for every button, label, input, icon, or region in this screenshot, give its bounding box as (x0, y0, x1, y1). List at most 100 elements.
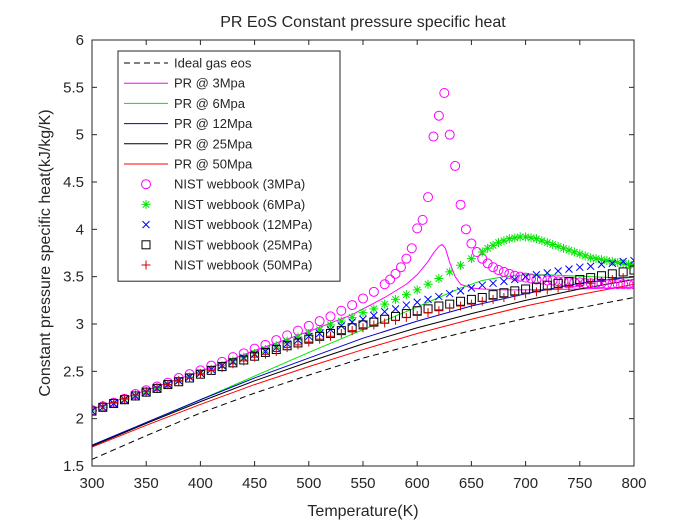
point-nist-webbook-12mpa-28 (391, 304, 400, 313)
x-tick-label-550: 550 (350, 475, 375, 492)
point-nist-webbook-6mpa-41 (504, 234, 514, 244)
point-nist-webbook-6mpa-19 (293, 332, 303, 342)
point-nist-webbook-12mpa-36 (478, 281, 487, 290)
point-nist-webbook-12mpa-29 (402, 301, 411, 309)
legend-label-pr-50mpa: PR @ 50Mpa (174, 157, 253, 172)
y-axis-label: Constant pressure specific heat(kJ/kg/K) (37, 109, 54, 396)
point-nist-webbook-12mpa-48 (608, 259, 617, 268)
legend-label-nist-webbook-6mpa: NIST webbook (6MPa) (174, 197, 305, 212)
point-nist-webbook-50mpa-3 (120, 394, 130, 404)
point-nist-webbook-6mpa-21 (315, 325, 325, 335)
point-nist-webbook-6mpa-59 (602, 256, 612, 266)
legend-box (117, 50, 341, 282)
point-nist-webbook-50mpa-48 (607, 275, 617, 285)
point-nist-webbook-50mpa-18 (282, 343, 292, 353)
point-nist-webbook-50mpa-37 (488, 294, 498, 304)
point-nist-webbook-6mpa-37 (483, 243, 493, 253)
legend-item-nist-webbook-6mpa: NIST webbook (6MPa) (141, 197, 305, 212)
legend-label-nist-webbook-50mpa: NIST webbook (50MPa) (174, 258, 313, 273)
legend-item-pr-12mpa: PR @ 12Mpa (124, 116, 253, 131)
legend-item-nist-webbook-3mpa: NIST webbook (3MPa) (141, 177, 305, 192)
point-nist-webbook-50mpa-15 (250, 352, 260, 362)
point-nist-webbook-3mpa-43 (466, 238, 477, 249)
point-nist-webbook-50mpa-43 (553, 283, 563, 293)
point-nist-webbook-12mpa-20 (304, 332, 313, 341)
point-nist-webbook-50mpa-0 (92, 404, 97, 414)
point-nist-webbook-6mpa-35 (466, 254, 476, 264)
point-nist-webbook-12mpa-37 (489, 279, 497, 288)
point-nist-webbook-12mpa-45 (575, 263, 584, 272)
point-nist-webbook-6mpa-31 (423, 279, 433, 289)
point-nist-webbook-12mpa-33 (445, 289, 454, 298)
point-nist-webbook-50mpa-16 (260, 349, 270, 359)
point-nist-webbook-50mpa-32 (434, 306, 444, 316)
point-nist-webbook-12mpa-42 (543, 269, 552, 277)
point-nist-webbook-50mpa-39 (510, 291, 520, 301)
point-nist-webbook-3mpa-72 (623, 279, 634, 290)
point-nist-webbook-50mpa-23 (336, 328, 346, 338)
point-nist-webbook-12mpa-21 (315, 329, 324, 338)
point-nist-webbook-50mpa-22 (325, 331, 335, 341)
point-nist-webbook-3mpa-38 (439, 88, 450, 99)
point-nist-webbook-50mpa-34 (456, 301, 466, 311)
point-nist-webbook-12mpa-46 (586, 262, 595, 271)
axes: 300 350 400 450 500 550 600 650 700 750 800 1.5 2 2.5… (63, 32, 646, 492)
legend-swatch-nist-webbook-12mpa (142, 220, 150, 229)
point-nist-webbook-6mpa-60 (607, 257, 617, 267)
point-nist-webbook-50mpa-1 (98, 400, 108, 410)
point-nist-webbook-6mpa-47 (537, 236, 547, 246)
point-nist-webbook-3mpa-49 (498, 266, 509, 277)
point-nist-webbook-50mpa-12 (217, 363, 227, 373)
point-nist-webbook-3mpa-58 (547, 275, 558, 286)
point-nist-webbook-6mpa-22 (325, 320, 335, 330)
legend-item-nist-webbook-25mpa: NIST webbook (25MPa) (141, 237, 313, 252)
point-nist-webbook-12mpa-23 (337, 322, 346, 330)
y-tick-label-4.5: 4.5 (63, 174, 84, 191)
point-nist-webbook-12mpa-39 (510, 275, 519, 284)
point-nist-webbook-6mpa-32 (434, 274, 444, 284)
point-nist-webbook-6mpa-44 (521, 232, 531, 242)
point-nist-webbook-12mpa-19 (294, 336, 302, 344)
chart-title: PR EoS Constant pressure specific heat (220, 14, 506, 31)
legend-swatch-nist-webbook-3mpa (141, 179, 151, 190)
series-line-ideal-gas-eos (92, 296, 634, 460)
point-nist-webbook-6mpa-27 (380, 299, 390, 309)
point-nist-webbook-3mpa-31 (401, 253, 412, 264)
legend-label-nist-webbook-25mpa: NIST webbook (25MPa) (174, 237, 313, 252)
legend-item-pr-6mpa: PR @ 6Mpa (124, 96, 246, 111)
point-nist-webbook-12mpa-25 (359, 315, 367, 324)
y-tick-label-5: 5 (76, 127, 84, 144)
point-nist-webbook-6mpa-45 (526, 233, 536, 243)
point-nist-webbook-12mpa-35 (467, 284, 476, 292)
legend-item-nist-webbook-50mpa: NIST webbook (50MPa) (141, 258, 313, 273)
point-nist-webbook-50mpa-20 (304, 337, 314, 347)
point-nist-webbook-12mpa-47 (597, 260, 606, 269)
point-nist-webbook-50mpa-21 (315, 334, 325, 344)
point-nist-webbook-50mpa-24 (347, 326, 357, 336)
point-nist-webbook-50mpa-42 (542, 285, 552, 295)
y-tick-label-6: 6 (76, 32, 84, 49)
point-nist-webbook-3mpa-54 (526, 273, 537, 284)
point-nist-webbook-3mpa-26 (368, 286, 379, 297)
point-nist-webbook-3mpa-46 (482, 258, 493, 269)
point-nist-webbook-6mpa-63 (624, 259, 634, 269)
point-nist-webbook-50mpa-14 (239, 356, 249, 366)
x-tick-label-500: 500 (296, 475, 321, 492)
point-nist-webbook-3mpa-50 (504, 268, 515, 279)
point-nist-webbook-12mpa-32 (435, 292, 443, 301)
point-nist-webbook-12mpa-41 (532, 270, 541, 279)
series-pr-25mpa (92, 279, 634, 447)
x-tick-label-300: 300 (79, 475, 104, 492)
point-nist-webbook-6mpa-18 (282, 336, 292, 346)
point-nist-webbook-50mpa-35 (466, 299, 476, 309)
legend-item-pr-50mpa: PR @ 50Mpa (124, 157, 253, 172)
point-nist-webbook-6mpa-33 (445, 267, 455, 277)
legend-item-pr-3mpa: PR @ 3Mpa (124, 76, 246, 91)
point-nist-webbook-50mpa-7 (163, 380, 173, 390)
point-nist-webbook-6mpa-36 (477, 247, 487, 257)
point-nist-webbook-50mpa-33 (445, 303, 455, 313)
x-tick-label-400: 400 (188, 475, 213, 492)
point-nist-webbook-6mpa-26 (369, 304, 379, 314)
x-tick-label-750: 750 (567, 475, 592, 492)
series-line-pr-50mpa (92, 283, 634, 448)
